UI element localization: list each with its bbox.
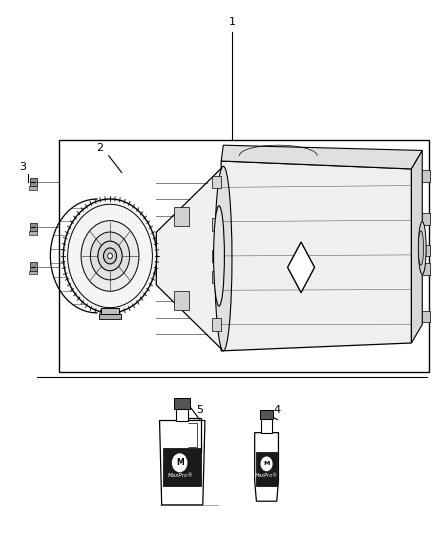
Bar — [422, 170, 430, 182]
Polygon shape — [288, 242, 314, 293]
Polygon shape — [254, 433, 279, 501]
Bar — [212, 218, 221, 231]
Text: MaxPro®: MaxPro® — [168, 473, 194, 478]
Bar — [261, 419, 272, 433]
Bar — [101, 308, 119, 314]
Bar — [212, 176, 221, 189]
Ellipse shape — [215, 166, 232, 351]
Text: 5: 5 — [196, 405, 203, 415]
Ellipse shape — [418, 222, 426, 274]
Circle shape — [98, 241, 122, 271]
Bar — [422, 213, 430, 225]
Bar — [256, 452, 277, 486]
Circle shape — [103, 248, 117, 264]
Bar — [30, 178, 36, 187]
Bar — [173, 292, 189, 310]
Circle shape — [172, 453, 187, 472]
Ellipse shape — [418, 231, 424, 265]
Text: 1: 1 — [229, 17, 236, 27]
Text: M: M — [263, 462, 270, 466]
Polygon shape — [221, 145, 422, 169]
Bar — [212, 249, 221, 262]
Bar — [422, 245, 430, 256]
Bar — [260, 410, 273, 419]
Bar — [30, 262, 36, 271]
Circle shape — [108, 253, 113, 259]
Text: MaxPro®: MaxPro® — [255, 473, 278, 478]
Bar — [29, 231, 37, 235]
Bar — [422, 311, 430, 322]
Polygon shape — [411, 150, 422, 343]
Bar — [29, 271, 37, 274]
Bar — [29, 187, 37, 190]
Text: 3: 3 — [19, 161, 26, 172]
Polygon shape — [159, 421, 205, 505]
Bar — [212, 271, 221, 284]
Polygon shape — [156, 166, 223, 351]
Bar — [212, 318, 221, 331]
Bar — [59, 140, 429, 372]
Bar — [174, 398, 190, 409]
Circle shape — [90, 232, 130, 280]
Text: 2: 2 — [96, 143, 104, 153]
Bar — [99, 314, 121, 319]
Bar — [30, 223, 36, 231]
Polygon shape — [221, 161, 411, 351]
Bar — [173, 207, 189, 226]
Text: M: M — [176, 458, 184, 467]
Bar — [422, 263, 430, 275]
Circle shape — [261, 456, 272, 471]
Bar — [163, 448, 201, 486]
Text: 4: 4 — [274, 405, 281, 415]
Circle shape — [81, 221, 139, 291]
Circle shape — [64, 199, 157, 313]
Bar — [176, 409, 188, 421]
Ellipse shape — [214, 206, 224, 306]
